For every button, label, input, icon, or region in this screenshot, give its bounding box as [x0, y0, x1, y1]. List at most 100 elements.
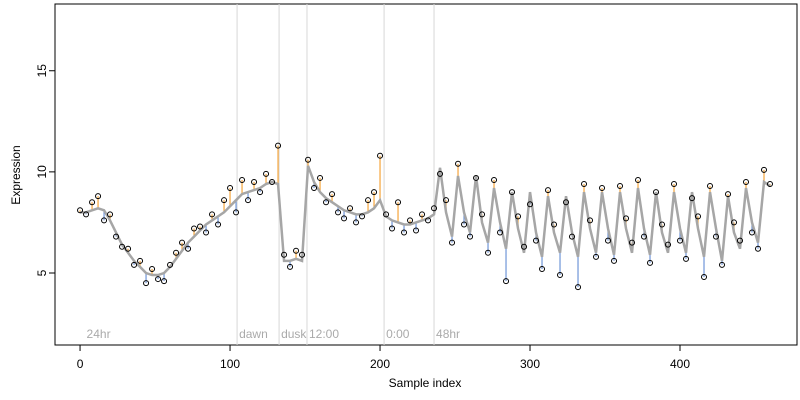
- point: [89, 199, 96, 206]
- point: [647, 259, 654, 266]
- point: [629, 239, 636, 246]
- point: [767, 181, 774, 188]
- point: [395, 199, 402, 206]
- point: [713, 233, 720, 240]
- point: [341, 215, 348, 222]
- y-tick-label: 15: [35, 64, 49, 78]
- point: [743, 178, 750, 185]
- point: [569, 233, 576, 240]
- point: [719, 261, 726, 268]
- point: [401, 229, 408, 236]
- point: [683, 255, 690, 262]
- point: [635, 176, 642, 183]
- point: [365, 197, 372, 204]
- plot-box: [54, 3, 798, 346]
- point: [467, 233, 474, 240]
- point: [761, 166, 768, 173]
- point: [665, 241, 672, 248]
- point: [299, 251, 306, 258]
- point: [557, 272, 564, 279]
- point: [83, 211, 90, 218]
- point: [725, 191, 732, 198]
- point: [179, 239, 186, 246]
- point: [257, 189, 264, 196]
- annotation-label: 0:00: [386, 327, 410, 341]
- x-axis-label: Sample index: [389, 376, 462, 390]
- point: [311, 185, 318, 192]
- point: [113, 233, 120, 240]
- point: [707, 183, 714, 190]
- point: [551, 221, 558, 228]
- point: [419, 211, 426, 218]
- point: [443, 197, 450, 204]
- point: [275, 142, 282, 149]
- point: [221, 197, 228, 204]
- point: [317, 174, 324, 181]
- point: [143, 280, 150, 287]
- point: [173, 249, 180, 256]
- point: [101, 217, 108, 224]
- point: [593, 253, 600, 260]
- point: [479, 211, 486, 218]
- point: [209, 211, 216, 218]
- point: [659, 221, 666, 228]
- point: [455, 160, 462, 167]
- x-tick-label: 400: [670, 357, 690, 371]
- point: [191, 225, 198, 232]
- annotation-label: 12:00: [309, 327, 339, 341]
- point: [233, 209, 240, 216]
- x-tick-label: 100: [220, 357, 240, 371]
- point: [347, 205, 354, 212]
- point: [203, 229, 210, 236]
- point: [425, 217, 432, 224]
- point: [383, 211, 390, 218]
- point: [533, 237, 540, 244]
- point: [677, 237, 684, 244]
- point: [671, 181, 678, 188]
- y-tick-label: 5: [35, 269, 49, 276]
- point: [119, 243, 126, 250]
- point: [617, 183, 624, 190]
- x-tick-label: 0: [77, 357, 84, 371]
- point: [245, 197, 252, 204]
- point: [437, 170, 444, 177]
- point: [545, 187, 552, 194]
- x-tick-label: 200: [370, 357, 390, 371]
- point: [431, 205, 438, 212]
- point: [599, 185, 606, 192]
- point: [581, 181, 588, 188]
- point: [293, 247, 300, 254]
- point: [509, 189, 516, 196]
- point: [329, 191, 336, 198]
- point: [95, 193, 102, 200]
- y-tick-label: 10: [35, 165, 49, 179]
- point: [125, 245, 132, 252]
- point: [281, 251, 288, 258]
- point: [485, 249, 492, 256]
- annotation-label: dawn: [239, 327, 268, 341]
- annotation-label: dusk: [281, 327, 307, 341]
- point: [755, 245, 762, 252]
- point: [461, 221, 468, 228]
- point: [515, 213, 522, 220]
- point: [131, 261, 138, 268]
- point: [701, 274, 708, 281]
- point: [731, 219, 738, 226]
- point: [473, 174, 480, 181]
- point: [605, 237, 612, 244]
- point: [335, 209, 342, 216]
- point: [227, 185, 234, 192]
- point: [389, 225, 396, 232]
- point: [653, 189, 660, 196]
- point: [77, 207, 84, 214]
- point: [641, 233, 648, 240]
- point: [167, 261, 174, 268]
- point: [107, 211, 114, 218]
- point: [305, 156, 312, 163]
- point: [623, 215, 630, 222]
- point: [149, 265, 156, 272]
- point: [407, 217, 414, 224]
- point: [353, 219, 360, 226]
